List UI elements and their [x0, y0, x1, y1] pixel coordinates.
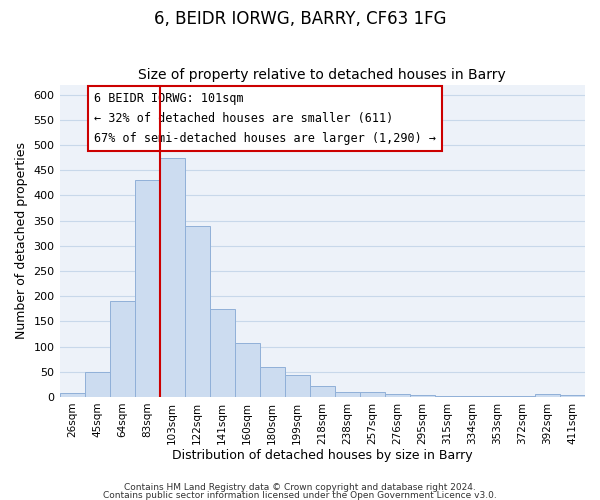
Bar: [260, 366, 285, 397]
Text: 6 BEIDR IORWG: 101sqm
← 32% of detached houses are smaller (611)
67% of semi-det: 6 BEIDR IORWG: 101sqm ← 32% of detached …: [94, 92, 436, 146]
Text: Contains HM Land Registry data © Crown copyright and database right 2024.: Contains HM Land Registry data © Crown c…: [124, 483, 476, 492]
Bar: [110, 301, 134, 397]
Bar: [460, 396, 485, 397]
Bar: [85, 372, 110, 397]
Bar: [360, 392, 385, 397]
Text: 6, BEIDR IORWG, BARRY, CF63 1FG: 6, BEIDR IORWG, BARRY, CF63 1FG: [154, 10, 446, 28]
Bar: [310, 386, 335, 397]
Bar: [209, 309, 235, 397]
Bar: [134, 180, 160, 397]
Bar: [535, 394, 560, 397]
Bar: [285, 375, 310, 397]
Bar: [185, 226, 209, 397]
Bar: [385, 394, 410, 397]
Y-axis label: Number of detached properties: Number of detached properties: [15, 142, 28, 340]
Bar: [59, 393, 85, 397]
Bar: [485, 396, 510, 397]
Bar: [335, 392, 360, 397]
Bar: [435, 396, 460, 397]
X-axis label: Distribution of detached houses by size in Barry: Distribution of detached houses by size …: [172, 450, 473, 462]
Bar: [410, 396, 435, 397]
Bar: [160, 158, 185, 397]
Bar: [560, 395, 585, 397]
Title: Size of property relative to detached houses in Barry: Size of property relative to detached ho…: [139, 68, 506, 82]
Text: Contains public sector information licensed under the Open Government Licence v3: Contains public sector information licen…: [103, 490, 497, 500]
Bar: [510, 396, 535, 397]
Bar: [235, 343, 260, 397]
